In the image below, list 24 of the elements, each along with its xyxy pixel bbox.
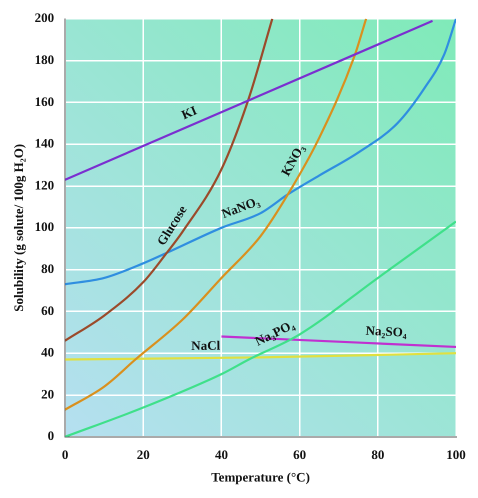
line-series (65, 18, 368, 411)
y-tick-label: 0 (48, 428, 54, 444)
y-tick-label: 100 (34, 219, 54, 234)
y-tick-label: 200 (34, 10, 54, 26)
y-tick-label: 180 (34, 52, 54, 67)
x-tick-label: 40 (214, 446, 228, 462)
x-tick-label: 0 (62, 446, 68, 462)
y-tick-label: 60 (41, 302, 54, 318)
y-axis-title: Solubility (g solute/ 100g H₂O) (11, 144, 26, 312)
series-label: NaCl (191, 338, 221, 353)
series-label: Na₂SO₄ (365, 322, 408, 340)
text: KI (179, 102, 200, 122)
x-tick-label: 20 (136, 446, 150, 462)
x-tick-label: 60 (293, 446, 306, 462)
text: NaNO₃ (219, 193, 262, 222)
y-tick-label: 120 (34, 177, 54, 192)
y-tick-label: 40 (41, 344, 54, 360)
y-tick-label: 20 (41, 386, 54, 402)
x-axis-title: Temperature (°C) (211, 470, 310, 485)
x-tick-label: 100 (446, 446, 466, 462)
x-tick-label: 80 (371, 446, 384, 462)
y-tick-label: 140 (34, 136, 54, 151)
y-tick-label: 160 (34, 94, 54, 109)
y-tick-label: 80 (41, 260, 54, 276)
